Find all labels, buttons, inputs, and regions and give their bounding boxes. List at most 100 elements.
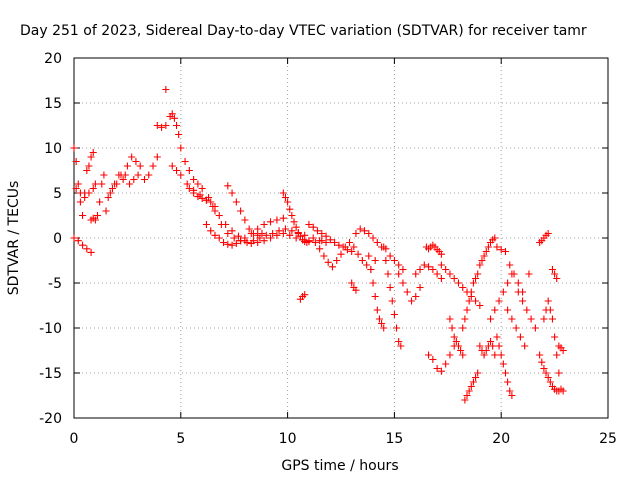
data-point: [382, 256, 390, 265]
data-point: [185, 184, 193, 193]
data-point: [551, 270, 559, 278]
data-point: [437, 250, 445, 258]
data-point: [371, 292, 379, 301]
data-point: [185, 166, 193, 175]
series-arc-l: [202, 214, 287, 249]
data-point: [519, 297, 527, 305]
data-point: [384, 270, 392, 278]
y-tick-label: 15: [44, 96, 62, 112]
data-point: [420, 261, 428, 269]
data-point: [480, 252, 488, 260]
data-point: [461, 396, 469, 404]
data-point: [446, 315, 454, 323]
data-point: [232, 239, 240, 247]
series-arc-n: [279, 189, 313, 247]
data-point: [266, 234, 275, 242]
data-point: [508, 315, 516, 323]
data-point: [472, 297, 480, 305]
data-point: [241, 234, 249, 242]
data-point: [296, 232, 304, 240]
data-point: [305, 237, 313, 245]
chart-title: Day 251 of 2023, Sidereal Day-to-day VTE…: [20, 23, 587, 39]
data-point: [284, 198, 292, 206]
data-point: [294, 229, 302, 237]
data-point: [207, 227, 215, 235]
data-point: [301, 291, 309, 299]
data-point: [399, 265, 407, 274]
series-arc-an: [540, 297, 563, 377]
data-point: [262, 231, 270, 239]
data-point: [78, 241, 87, 249]
data-point: [202, 220, 210, 229]
data-point: [254, 238, 262, 247]
data-point: [121, 171, 129, 179]
series-arc-i: [166, 110, 330, 247]
series-arc-ae: [476, 337, 499, 359]
data-point: [553, 274, 561, 283]
data-point: [544, 297, 552, 305]
data-point: [190, 189, 198, 197]
series-arc-k: [185, 184, 219, 211]
data-point: [286, 231, 294, 239]
data-point: [311, 238, 319, 247]
data-point: [128, 153, 136, 161]
data-point: [482, 346, 490, 355]
data-point: [459, 324, 467, 332]
series-arc-b: [70, 234, 95, 256]
data-point: [412, 292, 420, 301]
data-point: [363, 261, 371, 269]
data-point: [288, 211, 296, 220]
data-point: [495, 297, 503, 305]
data-point: [442, 360, 450, 368]
data-point: [499, 288, 507, 296]
data-point: [219, 238, 228, 247]
data-point: [211, 231, 219, 239]
series-arc-p: [296, 291, 309, 303]
data-point: [273, 231, 281, 239]
data-point: [446, 270, 454, 278]
data-point: [433, 364, 441, 373]
series-arc-a: [70, 144, 97, 220]
data-point: [89, 148, 97, 157]
data-point: [390, 310, 398, 319]
data-point: [523, 306, 531, 314]
data-point: [469, 378, 477, 386]
data-point: [83, 166, 91, 175]
data-point: [348, 279, 356, 287]
data-point: [467, 288, 475, 296]
data-point: [81, 193, 89, 202]
data-point: [266, 218, 275, 226]
data-point: [348, 247, 356, 256]
data-point: [273, 216, 281, 224]
data-point: [194, 180, 202, 188]
data-point: [279, 229, 287, 238]
data-point: [130, 175, 138, 184]
data-point: [463, 306, 471, 314]
data-point: [356, 225, 364, 233]
data-point: [544, 229, 552, 238]
data-point: [153, 153, 161, 161]
data-point: [501, 247, 510, 256]
data-point: [313, 227, 322, 235]
data-point: [542, 369, 550, 377]
data-point: [416, 265, 424, 274]
data-point: [446, 351, 454, 359]
data-point: [454, 279, 463, 287]
data-point: [369, 279, 377, 287]
data-point: [254, 231, 262, 239]
y-axis-label: SDTVAR / TECUs: [6, 181, 22, 296]
y-tick-label: -10: [39, 321, 62, 337]
data-point: [108, 184, 116, 193]
data-point: [241, 216, 249, 224]
data-point: [474, 369, 482, 377]
data-point: [472, 373, 480, 382]
series-arc-am: [536, 351, 567, 395]
data-point: [145, 171, 153, 179]
data-point: [326, 236, 334, 244]
data-point: [335, 241, 343, 249]
data-point: [504, 306, 512, 314]
series-arc-al: [536, 229, 552, 247]
series-arc-d: [87, 171, 108, 224]
series-arc-g: [153, 121, 170, 131]
data-point: [162, 121, 170, 130]
